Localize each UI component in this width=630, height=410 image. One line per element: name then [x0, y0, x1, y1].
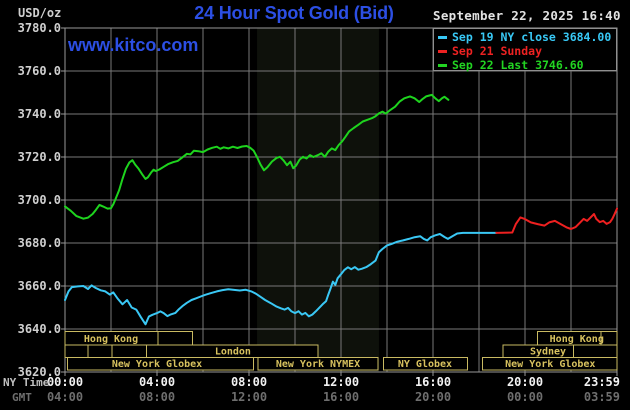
session-box	[257, 357, 379, 371]
x-tick-label-gmt: 04:00	[47, 390, 83, 404]
session-label: New York NYMEX	[276, 359, 360, 370]
legend-item-sep22: Sep 22 Last 3746.60	[438, 58, 611, 72]
session-box	[87, 344, 113, 358]
x-tick-label-ny: 20:00	[507, 375, 543, 389]
session-label: Sydney	[530, 347, 566, 358]
x-tick-label-ny: 00:00	[47, 375, 83, 389]
session-box	[572, 344, 618, 358]
x-tick-label-gmt: 12:00	[231, 390, 267, 404]
y-tick-label: 3680.0	[18, 236, 61, 250]
y-tick-label: 3720.0	[18, 150, 61, 164]
session-label: Hong Kong	[84, 334, 138, 345]
price-line-sep19	[64, 231, 498, 326]
kitco-watermark: www.kitco.com	[68, 35, 199, 55]
y-tick-label: 3640.0	[18, 322, 61, 336]
unit-label: USD/oz	[18, 6, 62, 20]
x-tick-label-ny: 04:00	[139, 375, 175, 389]
legend-label-sep21: Sep 21 Sunday	[452, 44, 543, 58]
session-box	[64, 344, 89, 358]
x-tick-label-ny: 12:00	[323, 375, 359, 389]
legend-marker-sep19-icon	[438, 36, 447, 39]
x-tick-label-gmt: 08:00	[139, 390, 175, 404]
session-box	[111, 344, 148, 358]
chart-title: 24 Hour Spot Gold (Bid)	[194, 3, 394, 23]
legend-item-sep21: Sep 21 Sunday	[438, 44, 611, 58]
session-box	[383, 357, 468, 371]
y-tick-label: 3760.0	[18, 64, 61, 78]
chart-legend: Sep 19 NY close 3684.00 Sep 21 Sunday Se…	[438, 30, 611, 72]
legend-label-sep22: Sep 22 Last 3746.60	[452, 58, 584, 72]
x-tick-label-gmt: 03:59	[584, 390, 620, 404]
legend-marker-sep21-icon	[438, 50, 447, 53]
x-tick-label-gmt: 16:00	[323, 390, 359, 404]
y-tick-label: 3700.0	[18, 193, 61, 207]
session-box	[157, 331, 194, 346]
session-box	[66, 357, 255, 371]
x-tick-label-ny: 23:59	[584, 375, 620, 389]
session-box	[481, 357, 618, 371]
legend-label-sep19: Sep 19 NY close 3684.00	[452, 30, 612, 44]
legend-item-sep19: Sep 19 NY close 3684.00	[438, 30, 611, 44]
x-axis-ny-time-label: NY Time	[3, 376, 50, 389]
session-label: New York Globex	[505, 359, 595, 370]
y-tick-label: 3620.0	[18, 365, 61, 379]
x-tick-label-gmt: 20:00	[415, 390, 451, 404]
price-line-sep21	[495, 207, 618, 234]
price-line-sep22	[64, 93, 450, 220]
legend-box	[433, 28, 617, 71]
session-label: Hong Kong	[550, 334, 604, 345]
x-tick-label-ny: 08:00	[231, 375, 267, 389]
x-tick-label-gmt: 00:00	[507, 390, 543, 404]
session-label: New York Globex	[112, 359, 202, 370]
session-label: London	[215, 347, 251, 358]
datetime-label: September 22, 2025 16:40	[433, 8, 621, 23]
y-tick-label: 3740.0	[18, 107, 61, 121]
y-tick-label: 3780.0	[18, 21, 61, 35]
session-label: NY Globex	[398, 359, 452, 370]
y-tick-label: 3660.0	[18, 279, 61, 293]
legend-marker-sep22-icon	[438, 64, 447, 67]
x-axis-gmt-label: GMT	[12, 391, 32, 404]
x-tick-label-ny: 16:00	[415, 375, 451, 389]
